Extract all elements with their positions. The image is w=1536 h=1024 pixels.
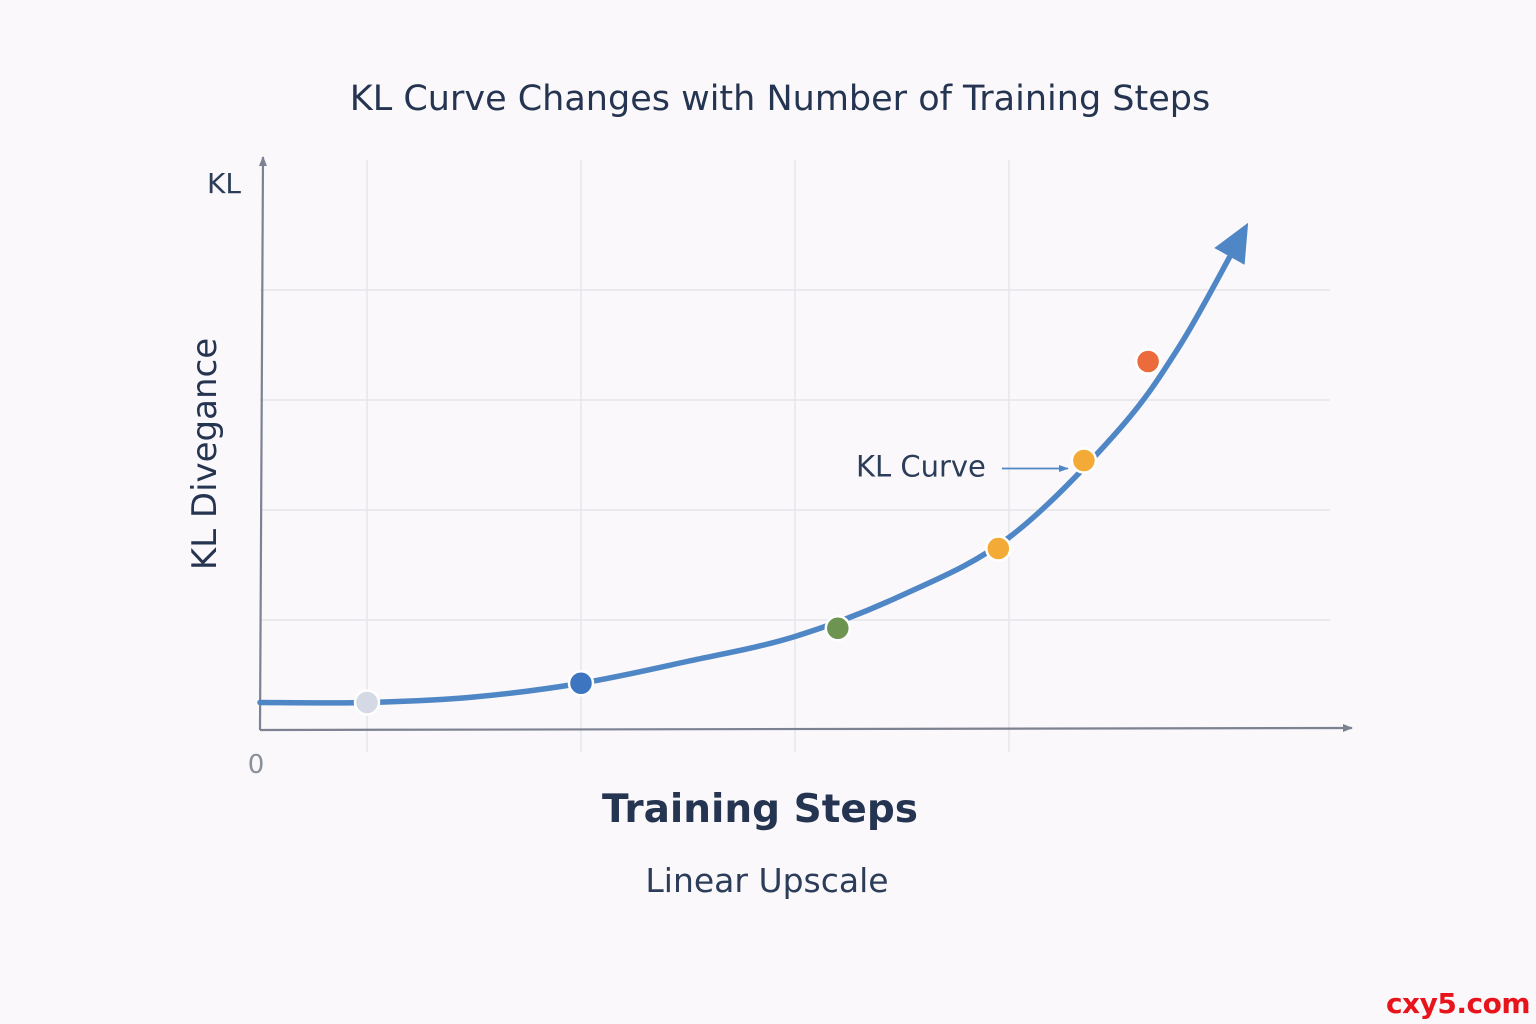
x-axis (259, 724, 1353, 733)
y-axis-top-label: KL (207, 167, 241, 200)
data-point (567, 670, 595, 697)
watermark-text: cxy5.com (1385, 987, 1531, 1020)
data-point (353, 689, 381, 716)
y-axis (258, 156, 267, 731)
data-points (353, 348, 1162, 716)
data-point (1070, 447, 1098, 474)
chart-subtitle: Linear Upscale (645, 861, 888, 900)
data-point (1134, 348, 1162, 375)
y-axis-label: KL Divegance (185, 338, 225, 570)
chart-title: KL Curve Changes with Number of Training… (350, 79, 1210, 119)
x-axis-label: Training Steps (602, 787, 918, 832)
x-origin-label: 0 (248, 750, 265, 780)
grid (260, 160, 1330, 752)
data-point (985, 535, 1012, 562)
kl-curve-line (257, 222, 1249, 706)
annotation-kl-curve: KL Curve (856, 450, 986, 484)
data-point (824, 615, 852, 642)
